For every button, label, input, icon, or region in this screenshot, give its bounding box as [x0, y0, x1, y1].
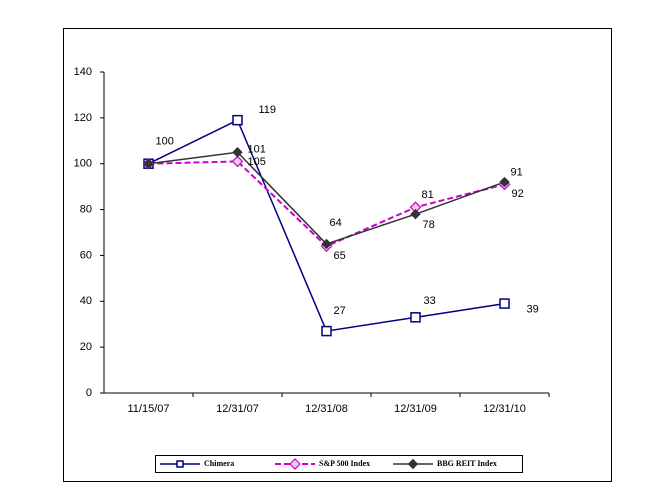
- legend-marker: [176, 460, 184, 468]
- data-label: 105: [248, 156, 266, 168]
- x-tick-label: 12/31/10: [483, 403, 526, 415]
- y-tick-label: 140: [74, 66, 92, 78]
- y-tick-label: 20: [80, 341, 92, 353]
- data-label: 65: [334, 250, 346, 262]
- data-label: 92: [512, 188, 524, 200]
- marker: [499, 176, 510, 188]
- marker: [410, 208, 421, 220]
- x-tick-label: 11/15/07: [127, 403, 169, 415]
- series-line: [148, 160, 505, 248]
- data-label: 101: [248, 143, 266, 155]
- data-label: 33: [424, 295, 436, 307]
- legend-marker: [407, 458, 419, 470]
- legend-marker: [289, 458, 301, 470]
- x-tick-label: 12/31/08: [305, 403, 348, 415]
- y-tick-label: 120: [74, 112, 92, 124]
- marker: [231, 155, 244, 168]
- chart-frame: [63, 28, 612, 482]
- marker: [410, 312, 421, 323]
- marker: [232, 147, 243, 158]
- marker: [499, 298, 510, 309]
- y-tick-label: 100: [74, 158, 92, 170]
- data-label: 27: [334, 305, 346, 317]
- marker: [321, 325, 332, 337]
- marker: [232, 114, 243, 126]
- data-label: 78: [423, 219, 435, 231]
- legend-label: Chimera: [204, 459, 234, 468]
- x-tick-label: 12/31/09: [394, 403, 437, 415]
- data-label: 119: [259, 104, 277, 116]
- legend-label: BBG REIT Index: [437, 459, 497, 468]
- data-label: 91: [511, 166, 523, 178]
- y-tick-label: 60: [80, 249, 92, 261]
- y-tick-label: 0: [86, 387, 92, 399]
- data-label: 81: [422, 189, 434, 201]
- series-line: [148, 119, 505, 332]
- marker: [143, 158, 154, 169]
- data-label: 39: [527, 303, 539, 315]
- marker: [321, 238, 332, 250]
- data-label: 100: [156, 136, 174, 148]
- data-label: 64: [330, 217, 342, 229]
- legend-box: [155, 455, 523, 473]
- y-tick-label: 40: [80, 295, 92, 307]
- legend: Chimera S&P 500 Index BBG REIT Index: [155, 455, 523, 473]
- legend-label: S&P 500 Index: [319, 459, 370, 468]
- y-tick-label: 80: [80, 203, 92, 215]
- x-tick-label: 12/31/07: [216, 403, 259, 415]
